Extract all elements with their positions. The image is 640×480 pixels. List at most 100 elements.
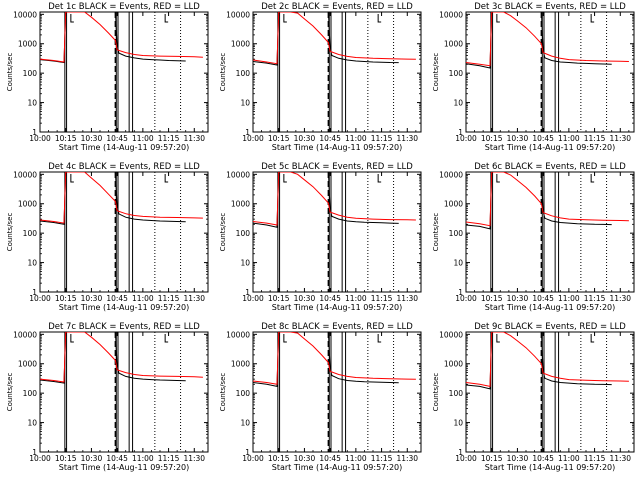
- plot-frame: [252, 11, 422, 133]
- series-line-lld: [253, 332, 416, 385]
- x-tick-label: 11:30: [396, 294, 418, 303]
- interval-marker: [496, 174, 500, 183]
- x-tick-label: 10:15: [268, 454, 290, 463]
- series-line-lld: [253, 12, 416, 65]
- chart-title: Det 9c BLACK = Events, RED = LLD: [474, 322, 626, 332]
- chart-title: Det 1c BLACK = Events, RED = LLD: [48, 2, 200, 12]
- x-tick-label: 11:00: [558, 454, 580, 463]
- plot-area: [253, 172, 416, 292]
- x-axis-label: Start Time (14-Aug-11 09:57:20): [485, 303, 616, 312]
- x-tick-label: 10:30: [81, 294, 103, 303]
- x-tick-label: 10:30: [507, 134, 529, 143]
- y-tick-label: 1: [458, 288, 463, 297]
- y-tick-label: 10000: [439, 10, 463, 19]
- x-axis-label: Start Time (14-Aug-11 09:57:20): [272, 303, 403, 312]
- y-tick-label: 100: [236, 389, 251, 398]
- y-tick-label: 1000: [18, 40, 37, 49]
- x-tick-label: 10:15: [268, 134, 290, 143]
- x-tick-label: 11:30: [183, 134, 205, 143]
- x-tick-label: 10:15: [481, 454, 503, 463]
- plot-area: [40, 332, 203, 452]
- y-tick-label: 10: [240, 419, 250, 428]
- x-tick-label: 10:45: [319, 134, 341, 143]
- x-tick-label: 10:45: [319, 454, 341, 463]
- y-tick-label: 1: [458, 448, 463, 457]
- interval-marker: [590, 334, 595, 343]
- x-tick-label: 10:00: [29, 454, 51, 463]
- x-axis-label: Start Time (14-Aug-11 09:57:20): [59, 143, 190, 152]
- interval-marker: [164, 174, 169, 183]
- y-tick-label: 10000: [439, 330, 463, 339]
- chart-panel-7: Det 7c BLACK = Events, RED = LLD 1 10 100 10…: [6, 322, 209, 472]
- y-axis-label: Counts/sec: [6, 373, 14, 412]
- x-tick-label: 10:45: [532, 294, 554, 303]
- plot-frame: [39, 331, 209, 453]
- y-tick-label: 100: [449, 229, 464, 238]
- series-line-events: [253, 172, 399, 228]
- y-tick-label: 10000: [13, 10, 37, 19]
- x-tick-label: 10:30: [294, 134, 316, 143]
- y-tick-label: 1000: [18, 360, 37, 369]
- interval-marker: [590, 14, 595, 23]
- x-axis-label: Start Time (14-Aug-11 09:57:20): [272, 143, 403, 152]
- y-axis-label: Counts/sec: [432, 213, 440, 252]
- x-tick-label: 11:15: [158, 134, 180, 143]
- interval-marker: [70, 334, 74, 343]
- chart-panel-3: Det 3c BLACK = Events, RED = LLD 1 10 100 10…: [432, 2, 635, 152]
- interval-marker: [283, 14, 287, 23]
- y-tick-label: 10: [240, 99, 250, 108]
- y-axis-label: Counts/sec: [6, 53, 14, 92]
- y-tick-label: 1: [245, 128, 250, 137]
- y-axis-label: Counts/sec: [432, 53, 440, 92]
- plot-area: [466, 172, 629, 292]
- x-tick-label: 10:15: [268, 294, 290, 303]
- x-tick-label: 11:00: [132, 454, 154, 463]
- x-tick-label: 11:15: [584, 294, 606, 303]
- chart-title: Det 4c BLACK = Events, RED = LLD: [48, 162, 200, 172]
- x-tick-label: 11:15: [158, 294, 180, 303]
- x-tick-label: 11:00: [132, 294, 154, 303]
- series-line-lld: [40, 332, 203, 383]
- chart-panel-1: Det 1c BLACK = Events, RED = LLD 1 10 100 10…: [6, 2, 209, 152]
- chart-title: Det 2c BLACK = Events, RED = LLD: [261, 2, 413, 12]
- x-tick-label: 10:45: [532, 454, 554, 463]
- plot-frame: [39, 11, 209, 133]
- x-tick-label: 10:45: [106, 134, 128, 143]
- series-line-events: [40, 172, 186, 225]
- chart-panel-2: Det 2c BLACK = Events, RED = LLD 1 10 100 10…: [219, 2, 422, 152]
- interval-marker: [377, 334, 382, 343]
- x-axis-label: Start Time (14-Aug-11 09:57:20): [485, 143, 616, 152]
- chart-panel-6: Det 6c BLACK = Events, RED = LLD 1 10 100 10…: [432, 162, 635, 312]
- y-tick-label: 10: [27, 419, 37, 428]
- y-tick-label: 1000: [231, 360, 250, 369]
- y-tick-label: 10000: [226, 330, 250, 339]
- interval-marker: [70, 174, 74, 183]
- x-tick-label: 11:30: [396, 134, 418, 143]
- x-tick-label: 10:00: [455, 134, 477, 143]
- y-tick-label: 10: [27, 259, 37, 268]
- y-tick-label: 10: [27, 99, 37, 108]
- y-tick-label: 1: [32, 288, 37, 297]
- y-tick-label: 1000: [444, 40, 463, 49]
- x-axis-label: Start Time (14-Aug-11 09:57:20): [59, 303, 190, 312]
- plot-frame: [465, 331, 635, 453]
- y-tick-label: 100: [449, 389, 464, 398]
- x-tick-label: 11:30: [609, 134, 631, 143]
- interval-marker: [164, 334, 169, 343]
- series-line-lld: [466, 332, 629, 388]
- chart-panel-8: Det 8c BLACK = Events, RED = LLD 1 10 100 10…: [219, 322, 422, 472]
- x-tick-label: 11:30: [183, 294, 205, 303]
- x-tick-label: 11:15: [371, 454, 393, 463]
- y-tick-label: 10: [240, 259, 250, 268]
- y-tick-label: 1000: [231, 40, 250, 49]
- x-tick-label: 10:15: [55, 294, 77, 303]
- plot-area: [253, 332, 416, 452]
- y-tick-label: 1000: [444, 200, 463, 209]
- x-axis-label: Start Time (14-Aug-11 09:57:20): [485, 463, 616, 472]
- plot-area: [40, 12, 203, 132]
- y-tick-label: 1: [458, 128, 463, 137]
- interval-marker: [590, 174, 595, 183]
- plot-area: [466, 12, 629, 132]
- y-axis-label: Counts/sec: [6, 213, 14, 252]
